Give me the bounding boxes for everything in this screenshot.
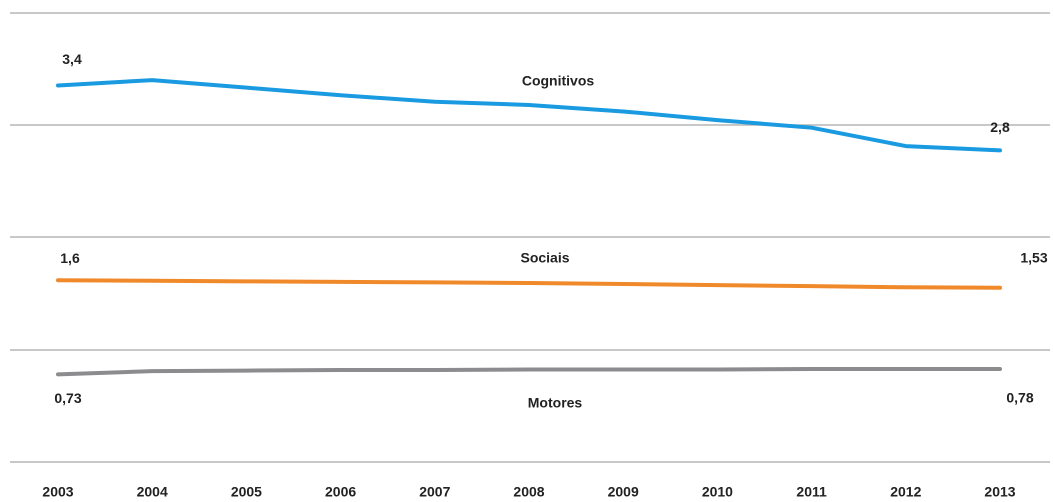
x-tick-label: 2008: [513, 484, 544, 500]
data-label: 0,73: [54, 390, 81, 406]
x-tick-label: 2013: [984, 484, 1015, 500]
x-tick-label: 2005: [231, 484, 262, 500]
data-label: 0,78: [1006, 390, 1033, 406]
x-tick-label: 2007: [419, 484, 450, 500]
series-label: Motores: [528, 395, 583, 411]
x-tick-label: 2003: [42, 484, 73, 500]
series-label: Cognitivos: [522, 73, 595, 89]
data-label: 3,4: [62, 51, 82, 67]
x-tick-label: 2009: [608, 484, 639, 500]
data-label: 1,53: [1020, 250, 1047, 266]
line: [56, 78, 1002, 153]
x-tick-label: 2012: [890, 484, 921, 500]
x-tick-label: 2010: [702, 484, 733, 500]
line: [56, 278, 1002, 290]
data-label: 2,8: [990, 119, 1010, 135]
x-tick-label: 2004: [137, 484, 168, 500]
x-tick-label: 2006: [325, 484, 356, 500]
line: [56, 366, 1002, 377]
x-tick-label: 2011: [796, 484, 827, 500]
series-label: Sociais: [520, 250, 569, 266]
data-label: 1,6: [60, 250, 80, 266]
